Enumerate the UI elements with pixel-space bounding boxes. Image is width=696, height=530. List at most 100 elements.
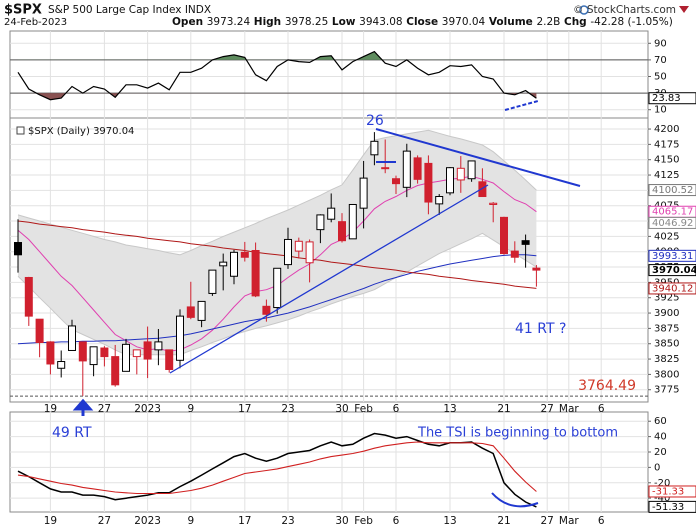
value-box xyxy=(648,264,696,277)
overlay-line xyxy=(17,220,537,289)
y-tick-label: 3775 xyxy=(654,385,679,396)
candle-body xyxy=(316,214,325,231)
candle-body xyxy=(143,341,152,360)
price-legend: $SPX (Daily) 3970.04 xyxy=(28,126,134,137)
x-tick-label: 9 xyxy=(187,403,194,415)
x-tick-label: 30 xyxy=(335,515,348,527)
y-tick-label: 4150 xyxy=(654,155,679,166)
y-tick-label: 0 xyxy=(654,462,660,473)
x-tick-label: Mar xyxy=(559,515,579,527)
menu-icon[interactable] xyxy=(679,6,689,13)
value-label: 4046.92 xyxy=(652,218,693,229)
x-tick-label: 6 xyxy=(598,403,605,415)
quote-label: Volume xyxy=(489,16,533,28)
logo xyxy=(579,5,589,15)
band-upper xyxy=(17,129,537,256)
candle-body xyxy=(456,167,465,181)
annotation: 49 RT xyxy=(52,425,92,441)
candle-body xyxy=(305,241,314,264)
candle-body xyxy=(230,251,238,277)
y-tick-label: 3925 xyxy=(654,293,679,304)
candle-body xyxy=(251,249,260,297)
candle-body xyxy=(359,177,368,209)
quote-label: Open xyxy=(172,16,203,28)
quote-label: Chg xyxy=(564,16,587,28)
y-tick-label: 40 xyxy=(654,432,667,443)
value-label: 3940.12 xyxy=(652,283,693,294)
value-box xyxy=(648,282,696,295)
x-tick-label: 13 xyxy=(443,515,456,527)
candle-body xyxy=(435,196,444,205)
candle-body xyxy=(467,160,476,180)
candle-body xyxy=(381,167,390,170)
value-box xyxy=(648,216,696,229)
arrow xyxy=(72,398,94,416)
overbought-fill xyxy=(212,51,383,60)
exchange: INDX xyxy=(185,4,211,16)
legend-value: 3970.04 xyxy=(93,126,134,137)
quote-value: -42.28 (-1.05%) xyxy=(590,16,673,28)
value-label: -51.33 xyxy=(652,502,684,513)
trend-curve xyxy=(491,492,539,508)
x-tick-label: 17 xyxy=(238,515,251,527)
x-tick-label: 17 xyxy=(238,403,251,415)
candle-body xyxy=(338,221,346,242)
y-tick-label: 50 xyxy=(654,72,667,83)
candle-body xyxy=(327,207,336,220)
candle-body xyxy=(424,162,433,203)
candle-body xyxy=(370,140,379,156)
date: 24-Feb-2023 xyxy=(4,17,67,28)
quote-value: 3970.04 xyxy=(442,16,486,28)
value-label: 4100.52 xyxy=(652,185,693,196)
band-lower xyxy=(17,232,537,356)
y-tick-label: 3850 xyxy=(654,339,679,350)
candle-body xyxy=(273,267,282,309)
y-tick-label: 3825 xyxy=(654,354,679,365)
y-tick-label: 4175 xyxy=(654,139,679,150)
x-tick-label: Feb xyxy=(354,515,373,527)
value-box xyxy=(648,249,696,262)
y-tick-label: 4125 xyxy=(654,170,679,181)
quote-value: 3943.08 xyxy=(359,16,402,28)
candle-body xyxy=(478,181,487,198)
candle-body xyxy=(284,238,292,266)
labels: $SPX S&P 500 Large Cap Index INDX 24-Feb… xyxy=(4,3,696,527)
candle-body xyxy=(186,306,195,318)
candle-body xyxy=(500,216,508,255)
x-tick-label: 23 xyxy=(281,403,294,415)
name: S&P 500 Large Cap Index xyxy=(48,4,181,16)
quote-label: Low xyxy=(332,16,356,28)
x-tick-label: 21 xyxy=(497,515,510,527)
candle-body xyxy=(78,341,87,362)
y-tick-label: 20 xyxy=(654,447,667,458)
value-label: -31.33 xyxy=(652,486,684,497)
candle-body xyxy=(392,178,400,185)
y-tick-label: 4200 xyxy=(654,124,679,135)
x-tick-label: 2023 xyxy=(134,515,161,527)
y-tick-label: 4025 xyxy=(654,231,679,242)
candle-body xyxy=(510,250,519,258)
annotation: 26 xyxy=(366,113,384,129)
quote-value: 3978.25 xyxy=(285,16,328,28)
annotation: 41 RT ? xyxy=(515,321,566,337)
quote-value: 2.2B xyxy=(536,16,560,28)
support-label: 3764.49 xyxy=(578,378,636,394)
x-tick-label: 2023 xyxy=(134,403,161,415)
value-box xyxy=(648,485,696,498)
value-label: 3970.04 xyxy=(652,265,696,276)
y-tick-label: 90 xyxy=(654,38,667,49)
overlay xyxy=(72,100,581,508)
x-tick-label: Feb xyxy=(354,403,373,415)
candle-body xyxy=(176,315,184,361)
x-tick-label: 6 xyxy=(393,515,400,527)
candle-body xyxy=(57,361,66,369)
legend-icon xyxy=(16,126,25,135)
quote-label: Close xyxy=(406,16,438,28)
tsi-line xyxy=(17,441,537,495)
candle-body xyxy=(100,347,109,358)
x-tick-label: 9 xyxy=(187,515,194,527)
candle-body xyxy=(446,167,454,194)
candle-body xyxy=(262,305,271,315)
